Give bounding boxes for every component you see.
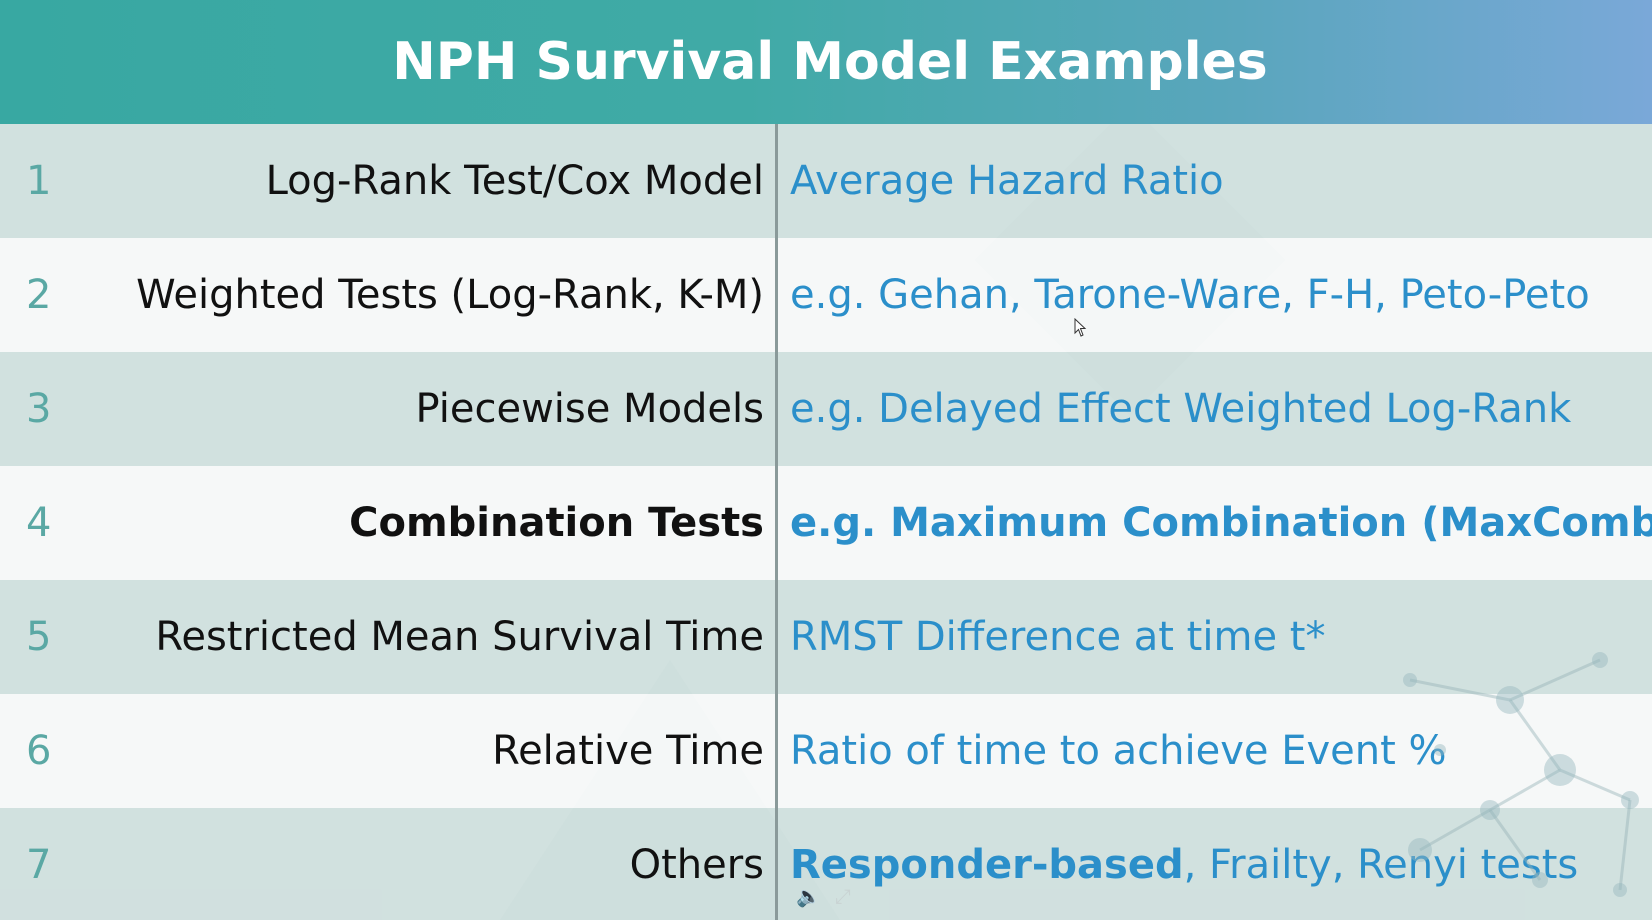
method-name: Log-Rank Test/Cox Model: [265, 158, 764, 204]
method-example: Responder-based, Frailty, Renyi tests: [790, 842, 1578, 888]
slide-title: NPH Survival Model Examples: [392, 32, 1268, 92]
table-row: 3 Piecewise Models e.g. Delayed Effect W…: [0, 352, 1652, 466]
table-row: 2 Weighted Tests (Log-Rank, K-M) e.g. Ge…: [0, 238, 1652, 352]
expand-icon[interactable]: ⤢: [834, 884, 851, 908]
row-number: 3: [26, 386, 52, 432]
molecule-decoration: [1403, 652, 1639, 897]
method-example: e.g. Delayed Effect Weighted Log-Rank: [790, 386, 1572, 432]
row-number: 2: [26, 272, 52, 318]
method-name: Weighted Tests (Log-Rank, K-M): [136, 272, 764, 318]
method-example: RMST Difference at time t*: [790, 614, 1326, 660]
row-number: 4: [26, 500, 52, 546]
method-example: e.g. Gehan, Tarone-Ware, F-H, Peto-Peto: [790, 272, 1590, 318]
comparison-table: 1 Log-Rank Test/Cox Model Average Hazard…: [0, 124, 1652, 920]
method-name: Piecewise Models: [415, 386, 765, 432]
method-example: e.g. Maximum Combination (MaxCombo): [790, 500, 1652, 546]
row-number: 7: [26, 842, 52, 888]
method-name: Others: [629, 842, 764, 888]
method-example-rest: , Frailty, Renyi tests: [1183, 842, 1579, 888]
title-bar: NPH Survival Model Examples: [0, 0, 1652, 124]
media-controls: 🔈 ⤢: [796, 884, 851, 908]
mouse-pointer-icon: [1074, 318, 1087, 337]
row-number: 1: [26, 158, 52, 204]
method-name: Restricted Mean Survival Time: [155, 614, 764, 660]
volume-icon[interactable]: 🔈: [796, 884, 821, 908]
row-number: 5: [26, 614, 52, 660]
table-row: 6 Relative Time Ratio of time to achieve…: [0, 694, 1652, 808]
column-divider: [775, 124, 778, 920]
method-example-strong: Responder-based: [790, 842, 1184, 888]
table-row: 1 Log-Rank Test/Cox Model Average Hazard…: [0, 124, 1652, 238]
method-name: Relative Time: [492, 728, 764, 774]
table-row-highlighted: 4 Combination Tests e.g. Maximum Combina…: [0, 466, 1652, 580]
table-row: 5 Restricted Mean Survival Time RMST Dif…: [0, 580, 1652, 694]
method-name: Combination Tests: [349, 500, 764, 546]
row-number: 6: [26, 728, 52, 774]
method-example: Ratio of time to achieve Event %: [790, 728, 1447, 774]
table-row: 7 Others Responder-based, Frailty, Renyi…: [0, 808, 1652, 920]
method-example: Average Hazard Ratio: [790, 158, 1224, 204]
